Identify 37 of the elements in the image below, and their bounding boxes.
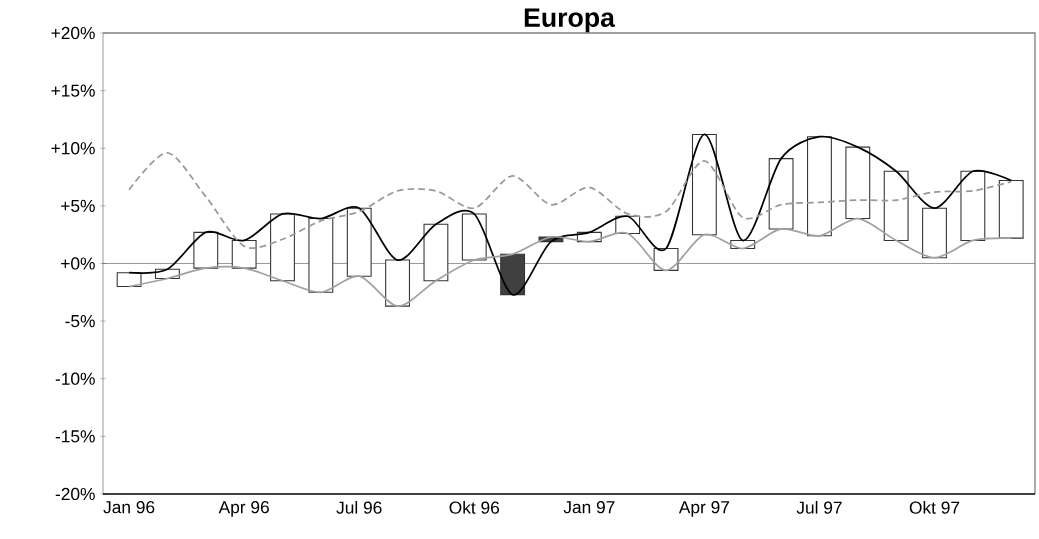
x-tick-label: Apr 97 xyxy=(678,501,730,517)
candlestick xyxy=(270,213,295,282)
line-series xyxy=(128,151,1013,249)
y-tick-label: +0% xyxy=(61,257,95,270)
x-tick-label: Okt 96 xyxy=(449,501,500,514)
candlestick xyxy=(922,207,947,259)
line-series xyxy=(128,133,1013,296)
x-tick-label: Jul 97 xyxy=(796,501,842,514)
candlestick xyxy=(346,207,372,277)
candlestick xyxy=(423,223,449,282)
y-tick-label: -20% xyxy=(55,487,95,501)
candlestick xyxy=(883,170,909,241)
candlestick xyxy=(193,231,219,269)
x-tick-label: Apr 96 xyxy=(218,501,269,517)
candlestick xyxy=(807,136,832,237)
y-tick-label: +5% xyxy=(61,199,95,212)
y-tick-label: -15% xyxy=(55,430,95,443)
x-tick-label: Jan 96 xyxy=(103,501,155,514)
x-tick-label: Jul 96 xyxy=(336,501,382,514)
candlestick xyxy=(768,158,794,230)
y-tick-label: -10% xyxy=(55,372,95,385)
candlestick xyxy=(308,218,334,293)
candlestick xyxy=(385,259,410,307)
y-tick-label: -5% xyxy=(65,315,95,328)
candlestick xyxy=(960,170,986,241)
candlestick xyxy=(998,179,1024,239)
candlestick xyxy=(691,133,717,236)
candlestick xyxy=(461,213,487,261)
x-tick-label: Okt 97 xyxy=(909,501,960,514)
candlestick xyxy=(845,146,871,220)
chart-title: Europa xyxy=(524,8,616,33)
y-tick-label: +10% xyxy=(51,142,95,155)
x-tick-label: Jan 97 xyxy=(563,501,615,514)
candlestick xyxy=(231,239,257,269)
line-series xyxy=(128,217,1013,307)
y-tick-label: +20% xyxy=(51,26,95,40)
y-tick-label: +15% xyxy=(51,84,95,97)
